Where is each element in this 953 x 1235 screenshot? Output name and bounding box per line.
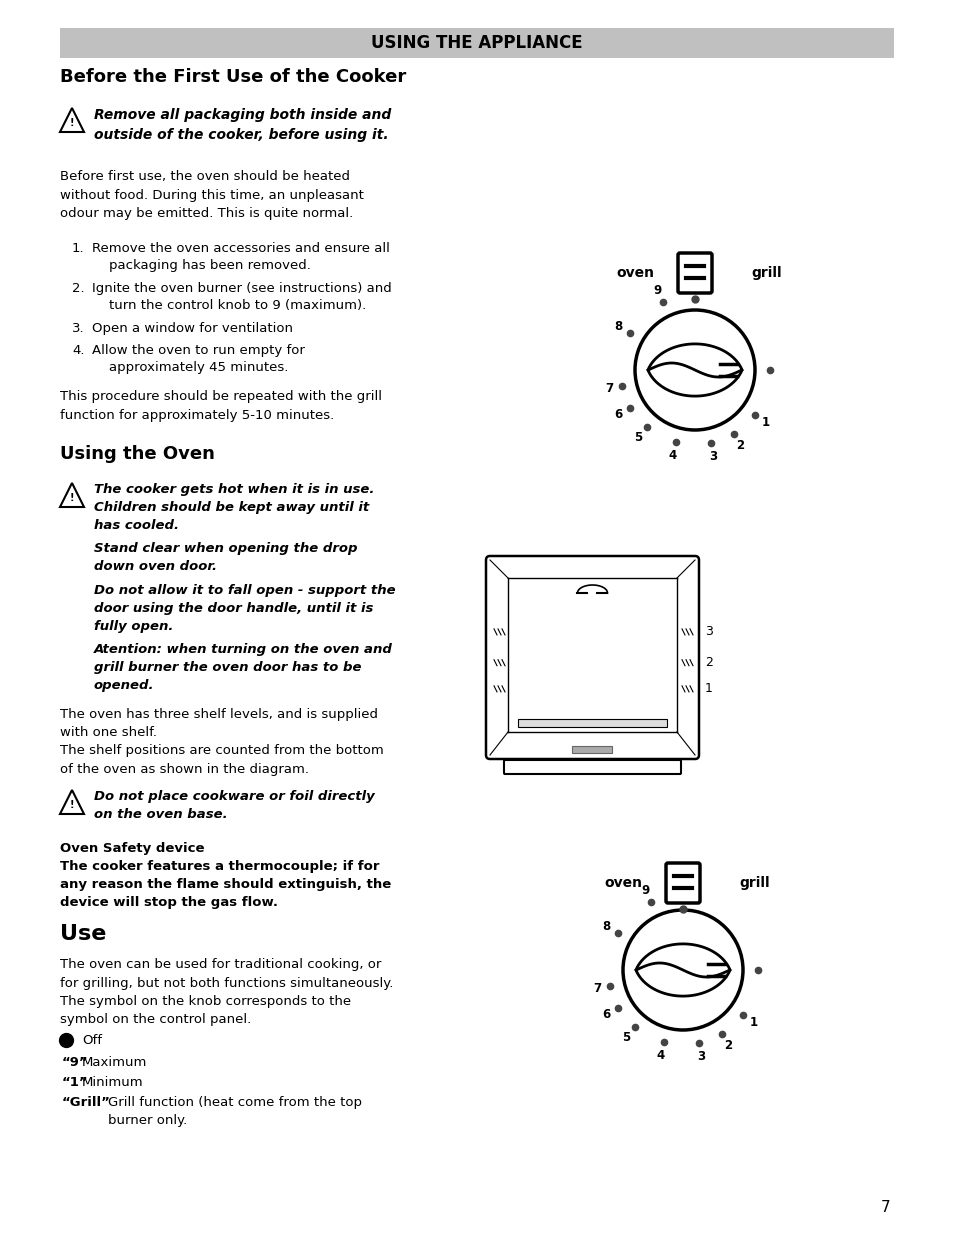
- Text: !: !: [70, 800, 74, 810]
- Text: grill: grill: [739, 876, 769, 890]
- Text: 1: 1: [760, 416, 768, 430]
- Text: 7: 7: [604, 382, 613, 395]
- Text: This procedure should be repeated with the grill
function for approximately 5-10: This procedure should be repeated with t…: [60, 390, 381, 421]
- Text: Stand clear when opening the drop
down oven door.: Stand clear when opening the drop down o…: [94, 542, 357, 573]
- Text: Use: Use: [60, 924, 107, 944]
- Text: 6: 6: [614, 408, 622, 420]
- Text: Allow the oven to run empty for
    approximately 45 minutes.: Allow the oven to run empty for approxim…: [91, 345, 305, 374]
- Text: 6: 6: [602, 1008, 610, 1020]
- Text: 2: 2: [723, 1039, 732, 1052]
- Text: Using the Oven: Using the Oven: [60, 445, 214, 463]
- Bar: [517, 719, 666, 727]
- Text: “1”: “1”: [62, 1076, 89, 1089]
- Text: Atention: when turning on the oven and
grill burner the oven door has to be
open: Atention: when turning on the oven and g…: [94, 643, 393, 692]
- Text: 4: 4: [667, 448, 676, 462]
- Text: Open a window for ventilation: Open a window for ventilation: [91, 322, 293, 335]
- Text: Remove all packaging both inside and
outside of the cooker, before using it.: Remove all packaging both inside and out…: [94, 107, 391, 142]
- Text: The oven has three shelf levels, and is supplied
with one shelf.: The oven has three shelf levels, and is …: [60, 708, 377, 740]
- Text: The oven can be used for traditional cooking, or
for grilling, but not both func: The oven can be used for traditional coo…: [60, 958, 393, 1026]
- Text: 8: 8: [614, 320, 622, 332]
- FancyBboxPatch shape: [485, 556, 699, 760]
- Text: Before the First Use of the Cooker: Before the First Use of the Cooker: [60, 68, 406, 86]
- Text: 2: 2: [736, 438, 743, 452]
- Text: Remove the oven accessories and ensure all
    packaging has been removed.: Remove the oven accessories and ensure a…: [91, 242, 390, 273]
- FancyBboxPatch shape: [503, 760, 680, 774]
- Bar: [572, 746, 612, 753]
- Text: Before first use, the oven should be heated
without food. During this time, an u: Before first use, the oven should be hea…: [60, 170, 363, 220]
- Text: grill: grill: [751, 266, 781, 280]
- Text: Grill function (heat come from the top
burner only.: Grill function (heat come from the top b…: [108, 1095, 361, 1128]
- Text: The cooker features a thermocouple; if for
any reason the flame should extinguis: The cooker features a thermocouple; if f…: [60, 860, 391, 909]
- Text: Ignite the oven burner (see instructions) and
    turn the control knob to 9 (ma: Ignite the oven burner (see instructions…: [91, 282, 392, 312]
- Text: !: !: [70, 493, 74, 503]
- Text: 1: 1: [748, 1016, 757, 1030]
- Text: “Grill”: “Grill”: [62, 1095, 111, 1109]
- Text: “9”: “9”: [62, 1056, 89, 1070]
- Text: 1.: 1.: [71, 242, 85, 254]
- Text: 5: 5: [621, 1031, 630, 1044]
- Text: The cooker gets hot when it is in use.
Children should be kept away until it
has: The cooker gets hot when it is in use. C…: [94, 483, 374, 532]
- Text: 4.: 4.: [71, 345, 85, 357]
- Text: 3.: 3.: [71, 322, 85, 335]
- Text: Oven Safety device: Oven Safety device: [60, 842, 204, 855]
- Text: Maximum: Maximum: [82, 1056, 147, 1070]
- Text: 4: 4: [656, 1049, 663, 1062]
- FancyBboxPatch shape: [665, 863, 700, 903]
- Text: 3: 3: [697, 1050, 704, 1062]
- Text: Off: Off: [82, 1034, 102, 1047]
- Text: 9: 9: [653, 284, 661, 296]
- Text: 2: 2: [704, 656, 712, 669]
- Text: 7: 7: [880, 1200, 889, 1215]
- Text: !: !: [70, 117, 74, 128]
- Text: 7: 7: [592, 982, 600, 995]
- Text: Minimum: Minimum: [82, 1076, 144, 1089]
- Text: 9: 9: [641, 884, 649, 897]
- Bar: [60, 28, 893, 58]
- Text: oven: oven: [616, 266, 654, 280]
- Text: 3: 3: [704, 625, 712, 638]
- Text: USING THE APPLIANCE: USING THE APPLIANCE: [371, 35, 582, 52]
- Text: oven: oven: [603, 876, 641, 890]
- Text: 3: 3: [708, 450, 717, 463]
- Text: 5: 5: [634, 431, 642, 443]
- Text: 2.: 2.: [71, 282, 85, 295]
- Text: The shelf positions are counted from the bottom
of the oven as shown in the diag: The shelf positions are counted from the…: [60, 743, 383, 776]
- Text: Do not allow it to fall open - support the
door using the door handle, until it : Do not allow it to fall open - support t…: [94, 584, 395, 634]
- Text: 1: 1: [704, 683, 712, 695]
- Text: 8: 8: [602, 920, 610, 932]
- Text: Do not place cookware or foil directly
on the oven base.: Do not place cookware or foil directly o…: [94, 790, 375, 821]
- FancyBboxPatch shape: [678, 253, 711, 293]
